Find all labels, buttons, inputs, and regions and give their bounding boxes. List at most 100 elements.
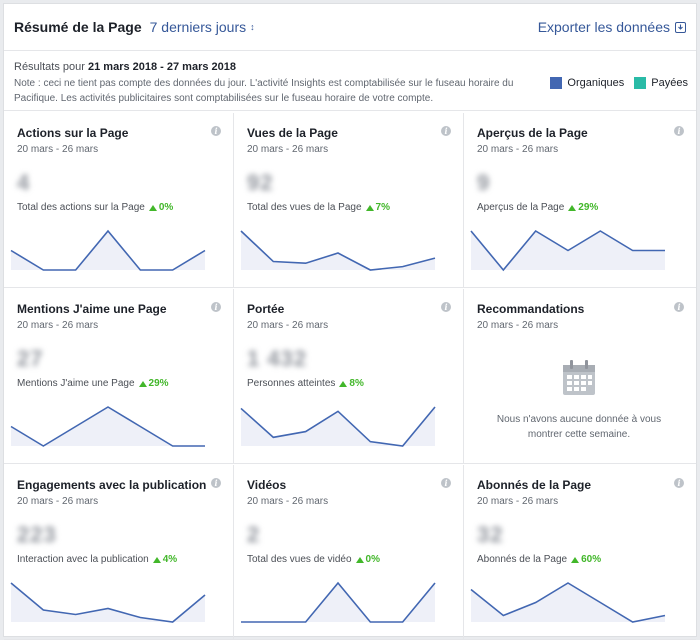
metric-subtitle: Mentions J'aime une Page 29% <box>17 378 169 389</box>
page-title: Résumé de la Page <box>14 19 142 35</box>
trend-badge: 0% <box>355 554 380 565</box>
sparkline-line <box>10 582 206 623</box>
sparkline-area <box>11 583 205 622</box>
trend-badge: 0% <box>148 202 174 213</box>
up-arrow-icon <box>355 556 364 563</box>
results-range: 21 mars 2018 - 27 mars 2018 <box>88 61 237 73</box>
empty-state: Nous n'avons aucune donnée à vous montre… <box>464 359 694 442</box>
sparkline-chart <box>241 581 436 623</box>
date-range-dropdown[interactable]: 7 derniers jours ↕ <box>150 19 255 35</box>
trend-value: 0% <box>158 202 174 213</box>
metric-card-page-actions[interactable]: Actions sur la Page 20 mars - 26 mars i … <box>4 113 234 288</box>
date-range-label: 7 derniers jours <box>149 19 247 35</box>
metric-value: 9 <box>477 170 491 195</box>
card-title: Actions sur la Page <box>17 126 129 140</box>
metric-subtitle: Total des actions sur la Page 0% <box>17 202 173 213</box>
card-date-range: 20 mars - 26 mars <box>247 496 329 507</box>
metric-card-recommendations[interactable]: Recommandations 20 mars - 26 mars i Nous… <box>464 289 696 464</box>
sparkline-chart <box>470 229 665 272</box>
info-icon[interactable]: i <box>674 302 684 312</box>
trend-value: 7% <box>375 202 390 213</box>
sparkline-line <box>10 406 205 447</box>
metric-value: 2 <box>247 522 261 547</box>
sparkline-chart <box>240 406 436 447</box>
metric-label: Total des vues de vidéo <box>247 554 352 565</box>
results-period: Résultats pour 21 mars 2018 - 27 mars 20… <box>14 60 686 74</box>
legend-swatch <box>550 77 563 89</box>
trend-badge: 8% <box>339 378 364 389</box>
metric-label: Abonnés de la Page <box>477 554 568 565</box>
info-icon[interactable]: i <box>674 478 684 488</box>
metric-card-page-views[interactable]: Vues de la Page 20 mars - 26 mars i 92 T… <box>234 113 464 288</box>
metric-card-videos[interactable]: Vidéos 20 mars - 26 mars i 2 Total des v… <box>234 465 464 640</box>
metric-label: Aperçus de la Page <box>477 202 565 213</box>
metric-label: Mentions J'aime une Page <box>17 378 135 389</box>
info-icon[interactable]: i <box>211 126 221 136</box>
metric-label: Personnes atteintes <box>247 378 336 389</box>
export-label: Exporter les données <box>537 19 670 35</box>
trend-value: 8% <box>349 378 364 389</box>
summary-notes: Résultats pour 21 mars 2018 - 27 mars 20… <box>4 51 696 111</box>
sparkline-area <box>11 407 205 446</box>
legend-label: Organiques <box>567 77 625 89</box>
legend-swatch <box>634 77 647 89</box>
metric-card-page-likes[interactable]: Mentions J'aime une Page 20 mars - 26 ma… <box>4 289 234 464</box>
metric-value: 4 <box>17 170 31 195</box>
metric-value: 1 432 <box>247 346 308 371</box>
metric-label: Interaction avec la publication <box>17 554 149 565</box>
card-title: Vues de la Page <box>247 126 338 140</box>
legend-item-paid: Payées <box>634 77 688 89</box>
card-date-range: 20 mars - 26 mars <box>477 496 559 507</box>
card-date-range: 20 mars - 26 mars <box>477 144 559 155</box>
metric-value: 32 <box>477 522 504 547</box>
info-icon[interactable]: i <box>441 126 451 136</box>
metric-subtitle: Total des vues de vidéo 0% <box>247 554 380 565</box>
sparkline-chart <box>10 582 206 623</box>
card-title: Abonnés de la Page <box>477 478 592 492</box>
legend-label: Payées <box>651 77 688 89</box>
export-data-link[interactable]: Exporter les données <box>538 19 686 35</box>
sparkline-area <box>241 407 435 446</box>
calendar-icon <box>563 360 595 395</box>
info-icon[interactable]: i <box>211 478 221 488</box>
card-date-range: 20 mars - 26 mars <box>247 144 329 155</box>
info-icon[interactable]: i <box>211 302 221 312</box>
metric-subtitle: Aperçus de la Page 29% <box>477 202 598 213</box>
legend-item-organic: Organiques <box>550 77 624 89</box>
metric-card-page-previews[interactable]: Aperçus de la Page 20 mars - 26 mars i 9… <box>464 113 696 288</box>
trend-badge: 7% <box>365 202 390 213</box>
trend-value: 0% <box>365 554 380 565</box>
sparkline-chart <box>10 229 206 271</box>
card-date-range: 20 mars - 26 mars <box>17 320 99 331</box>
empty-message: Nous n'avons aucune donnée à vous montre… <box>496 414 662 440</box>
sparkline-area <box>11 231 205 270</box>
card-title: Mentions J'aime une Page <box>17 302 167 316</box>
trend-badge: 29% <box>138 378 169 389</box>
metric-label: Total des actions sur la Page <box>17 202 145 213</box>
metric-card-page-followers[interactable]: Abonnés de la Page 20 mars - 26 mars i 3… <box>464 465 696 640</box>
card-title: Aperçus de la Page <box>477 126 588 140</box>
trend-badge: 29% <box>568 202 598 213</box>
trend-value: 29% <box>148 378 169 389</box>
metric-card-post-engagements[interactable]: Engagements avec la publication 20 mars … <box>4 465 234 640</box>
trend-value: 4% <box>162 554 178 565</box>
info-icon[interactable]: i <box>441 478 451 488</box>
sparkline-line <box>470 582 666 623</box>
legend: Organiques Payées <box>540 77 688 89</box>
results-prefix: Résultats pour <box>14 61 85 73</box>
metric-card-reach[interactable]: Portée 20 mars - 26 mars i 1 432 Personn… <box>234 289 464 464</box>
info-icon[interactable]: i <box>441 302 451 312</box>
card-title: Portée <box>247 302 285 316</box>
download-icon <box>675 21 686 33</box>
metrics-grid: Actions sur la Page 20 mars - 26 mars i … <box>4 113 696 640</box>
up-arrow-icon <box>571 556 580 563</box>
sparkline-chart <box>470 582 666 623</box>
up-arrow-icon <box>365 204 374 211</box>
metric-value: 223 <box>17 522 57 547</box>
trend-value: 60% <box>581 554 602 565</box>
card-date-range: 20 mars - 26 mars <box>247 320 329 331</box>
card-date-range: 20 mars - 26 mars <box>17 496 99 507</box>
info-icon[interactable]: i <box>674 126 684 136</box>
sparkline-area <box>241 231 435 270</box>
up-arrow-icon <box>339 380 348 387</box>
